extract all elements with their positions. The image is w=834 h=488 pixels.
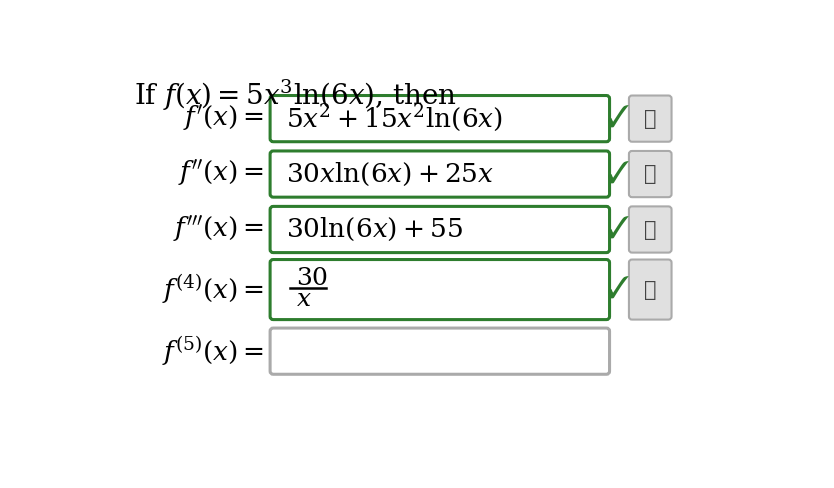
Text: $x$: $x$ <box>296 288 312 311</box>
Text: 🔑: 🔑 <box>644 220 656 240</box>
FancyBboxPatch shape <box>270 151 610 197</box>
FancyBboxPatch shape <box>270 96 610 142</box>
Text: 🔑: 🔑 <box>644 164 656 184</box>
FancyBboxPatch shape <box>629 96 671 142</box>
Text: $f^{(4)}(x) =$: $f^{(4)}(x) =$ <box>162 273 264 306</box>
Text: 🔑: 🔑 <box>644 280 656 300</box>
Text: $f'(x) =$: $f'(x) =$ <box>183 103 264 134</box>
FancyBboxPatch shape <box>629 151 671 197</box>
Text: $\checkmark$: $\checkmark$ <box>606 214 630 245</box>
Text: $30$: $30$ <box>296 267 329 290</box>
Text: 🔑: 🔑 <box>644 109 656 129</box>
FancyBboxPatch shape <box>629 260 671 320</box>
Text: $f^{(5)}(x) =$: $f^{(5)}(x) =$ <box>162 334 264 368</box>
Text: If $f(x) = 5x^3 \ln(6x)$, then: If $f(x) = 5x^3 \ln(6x)$, then <box>133 78 457 113</box>
FancyBboxPatch shape <box>270 328 610 374</box>
Text: $30 \ln(6x) + 55$: $30 \ln(6x) + 55$ <box>285 216 463 243</box>
Text: $f''(x) =$: $f''(x) =$ <box>178 159 264 189</box>
FancyBboxPatch shape <box>270 260 610 320</box>
Text: $5x^2 + 15x^2 \ln(6x)$: $5x^2 + 15x^2 \ln(6x)$ <box>285 103 503 135</box>
Text: $\checkmark$: $\checkmark$ <box>606 274 630 305</box>
Text: $30x \ln(6x) + 25x$: $30x \ln(6x) + 25x$ <box>285 161 494 188</box>
Text: $\checkmark$: $\checkmark$ <box>606 159 630 189</box>
Text: $\checkmark$: $\checkmark$ <box>606 103 630 134</box>
FancyBboxPatch shape <box>270 206 610 253</box>
FancyBboxPatch shape <box>629 206 671 253</box>
Text: $f'''(x) =$: $f'''(x) =$ <box>173 214 264 244</box>
